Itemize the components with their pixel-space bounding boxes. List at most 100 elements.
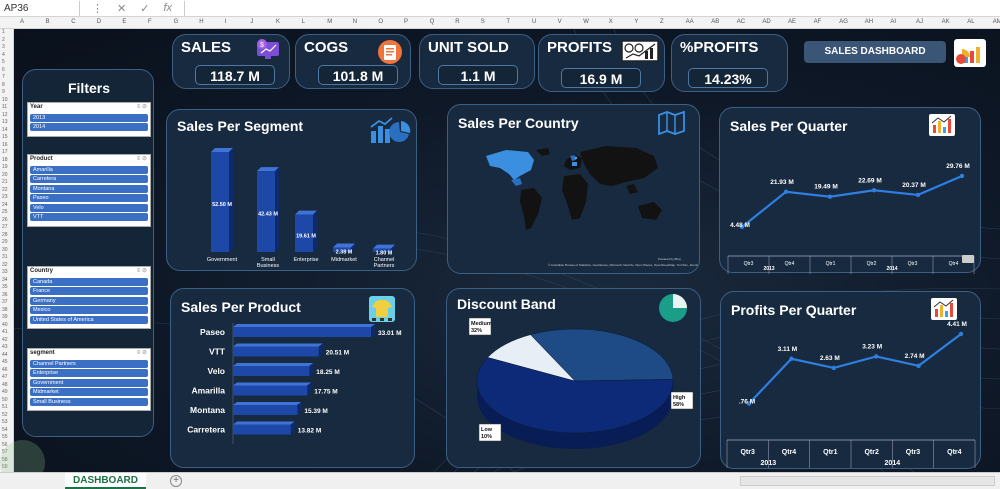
segment-bar-side[interactable] (313, 210, 317, 252)
column-label[interactable]: R (455, 19, 460, 25)
column-label[interactable]: F (148, 19, 152, 25)
row-label[interactable]: 20 (2, 171, 8, 178)
row-label[interactable]: 54 (2, 426, 8, 433)
line-series[interactable] (741, 174, 963, 228)
line-point[interactable] (915, 192, 921, 198)
row-label[interactable]: 53 (2, 419, 8, 425)
line-point[interactable] (874, 354, 879, 359)
slicer-item[interactable]: 2013 (30, 113, 148, 122)
product-bar[interactable] (233, 405, 298, 415)
product-bar-side[interactable] (307, 382, 312, 396)
row-label[interactable]: 31 (2, 254, 8, 260)
row-label[interactable]: 6 (2, 66, 5, 73)
slicer-item[interactable]: France (30, 287, 148, 295)
column-label[interactable]: K (276, 19, 281, 25)
slicer-item[interactable]: Channel Partners (30, 359, 148, 368)
line-point[interactable] (958, 331, 964, 337)
row-label[interactable]: 56 (2, 441, 8, 448)
product-bar-top[interactable] (233, 363, 314, 366)
line-point[interactable] (916, 363, 921, 369)
product-bar[interactable] (233, 385, 308, 396)
row-label[interactable]: 22 (2, 186, 8, 193)
column-label[interactable]: AJ (916, 19, 924, 25)
row-label[interactable]: 14 (2, 126, 8, 133)
slicer-item[interactable]: Amarilla (30, 165, 148, 174)
quarter-chart[interactable]: 4.48 M 21.93 M 19.49 M 22.69 M 20.37 M 29.76 … (720, 108, 982, 274)
product-bar[interactable] (233, 346, 319, 357)
row-label[interactable]: 18 (2, 156, 8, 163)
line-point[interactable] (783, 189, 789, 194)
row-label[interactable]: 42 (2, 336, 8, 343)
row-label[interactable]: 47 (2, 374, 8, 380)
row-label[interactable]: 41 (2, 329, 8, 335)
product-bar-top[interactable] (233, 324, 375, 327)
row-label[interactable]: 1 (2, 29, 5, 35)
segment-bar-top[interactable] (333, 243, 355, 248)
clear-filter-icon[interactable]: ≡ ⊘ (136, 268, 147, 274)
product-bar-top[interactable] (233, 402, 302, 405)
segment-bar-side[interactable] (351, 243, 355, 252)
row-label[interactable]: 36 (2, 291, 8, 298)
row-label[interactable]: 23 (2, 194, 8, 200)
pie-slice-medium[interactable] (530, 328, 674, 382)
row-label[interactable]: 37 (2, 299, 8, 305)
segment-bar[interactable] (257, 171, 275, 252)
column-label[interactable]: AA (685, 19, 694, 25)
product-chart[interactable]: Paseo 33.01 M VTT 20.51 M Velo 18.25 M Amarill… (171, 289, 416, 469)
row-label[interactable]: 27 (2, 224, 8, 230)
row-label[interactable]: 11 (2, 104, 8, 110)
clear-filter-icon[interactable]: ≡ ⊘ (136, 104, 147, 110)
column-label[interactable]: T (506, 19, 511, 25)
row-label[interactable]: 50 (2, 396, 8, 403)
slicer-item[interactable]: Enterprise (30, 369, 148, 377)
row-label[interactable]: 13 (2, 119, 8, 125)
segment-bar-top[interactable] (257, 167, 279, 172)
segment-bar-side[interactable] (275, 167, 279, 252)
function-icon[interactable]: fx (163, 1, 172, 14)
slicer-item[interactable]: Montana (30, 184, 148, 193)
segment-bar[interactable] (211, 152, 229, 252)
row-label[interactable]: 5 (2, 59, 5, 65)
column-label[interactable]: AD (762, 19, 771, 25)
column-label[interactable]: AH (864, 19, 874, 25)
slicer-item[interactable]: United States of America (30, 315, 148, 324)
slicer-item[interactable]: Midmarket (30, 388, 148, 396)
column-label[interactable]: Z (660, 19, 664, 25)
slicer-item[interactable]: Government (30, 378, 148, 387)
product-bar-side[interactable] (290, 421, 295, 435)
line-point[interactable] (746, 401, 752, 406)
product-bar[interactable] (233, 366, 310, 376)
row-label[interactable]: 9 (2, 89, 5, 95)
pie-slice-side[interactable] (477, 379, 673, 449)
row-label[interactable]: 30 (2, 246, 8, 253)
row-label[interactable]: 25 (2, 209, 8, 215)
line-point[interactable] (789, 356, 794, 361)
row-label[interactable]: 46 (2, 366, 8, 373)
row-label[interactable]: 45 (2, 359, 8, 365)
column-label[interactable]: M (327, 19, 333, 25)
product-bar-side[interactable] (318, 343, 323, 357)
cancel-icon[interactable]: ✕ (117, 2, 127, 15)
name-box[interactable]: AP36 (0, 0, 80, 16)
row-label[interactable]: 29 (2, 239, 8, 245)
profits-quarter-chart[interactable]: .76 M 3.11 M 2.63 M 3.23 M 2.74 M 4.41 M Qtr3 Q… (721, 292, 982, 470)
column-label[interactable]: E (122, 19, 127, 25)
product-bar-top[interactable] (233, 343, 323, 347)
add-sheet-button[interactable]: + (170, 475, 182, 487)
product-bar-side[interactable] (309, 363, 314, 376)
row-label[interactable]: 21 (2, 179, 8, 185)
row-label[interactable]: 33 (2, 269, 8, 275)
column-label[interactable]: AE (788, 19, 797, 25)
slicer-item[interactable]: VTT (30, 213, 148, 221)
sheet-tab-dashboard[interactable]: DASHBOARD (65, 473, 146, 489)
product-bar-side[interactable] (297, 402, 302, 415)
slicer-item[interactable]: Germany (30, 296, 148, 305)
row-label[interactable]: 8 (2, 81, 5, 88)
product-bar-side[interactable] (371, 324, 375, 337)
line-point[interactable] (831, 365, 836, 371)
segment-bar-top[interactable] (373, 244, 395, 249)
segment-bar[interactable] (333, 247, 351, 252)
row-label[interactable]: 38 (2, 306, 8, 313)
